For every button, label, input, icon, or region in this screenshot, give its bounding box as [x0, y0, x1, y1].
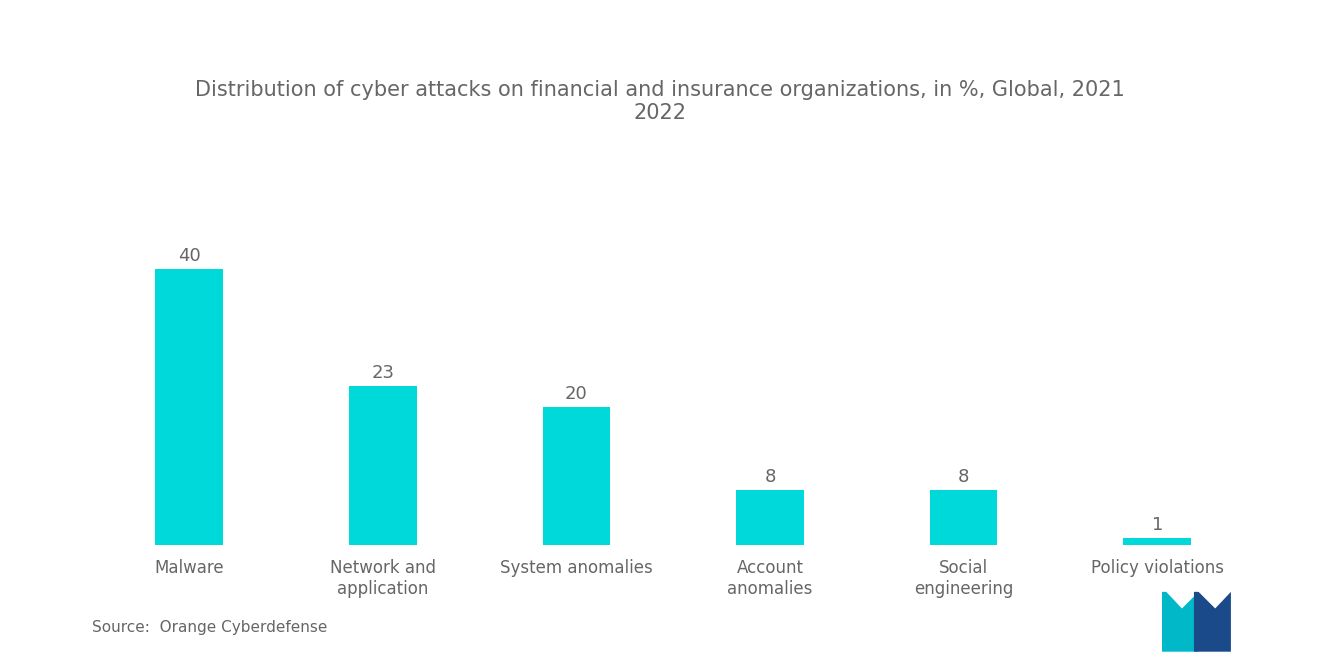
- Text: Source:  Orange Cyberdefense: Source: Orange Cyberdefense: [92, 620, 327, 635]
- Text: 40: 40: [178, 247, 201, 265]
- Text: 8: 8: [764, 467, 776, 486]
- Text: 23: 23: [371, 364, 395, 382]
- Text: 1: 1: [1151, 516, 1163, 534]
- Bar: [156, 269, 223, 545]
- Bar: [1123, 539, 1191, 545]
- Text: Distribution of cyber attacks on financial and insurance organizations, in %, Gl: Distribution of cyber attacks on financi…: [195, 80, 1125, 123]
- Text: 20: 20: [565, 385, 587, 403]
- Bar: [737, 490, 804, 545]
- Bar: [543, 407, 610, 545]
- Bar: [929, 490, 998, 545]
- Text: 8: 8: [958, 467, 969, 486]
- Bar: [348, 386, 417, 545]
